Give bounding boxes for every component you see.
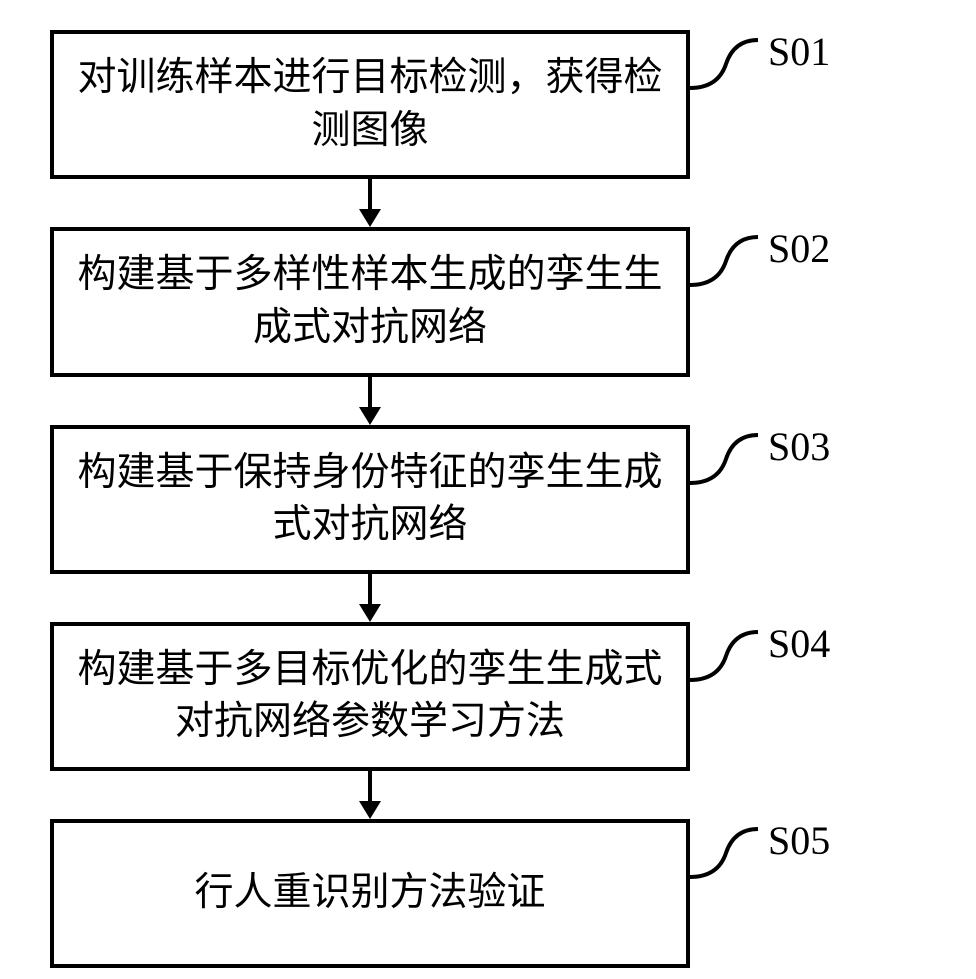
connector-curve-icon [690,233,760,288]
step-label: S05 [768,817,830,864]
step-label: S02 [768,225,830,272]
step-row: 构建基于保持身份特征的孪生生成式对抗网络 S03 [50,425,926,574]
step-row: 行人重识别方法验证 S05 [50,819,926,968]
connector-curve-icon [690,36,760,91]
arrow-down-icon [355,377,385,425]
arrow-connector [50,574,690,622]
label-connector: S02 [690,233,830,288]
arrow-connector [50,179,690,227]
step-text: 行人重识别方法验证 [194,867,545,920]
label-connector: S01 [690,36,830,91]
arrow-connector [50,771,690,819]
step-row: 构建基于多样性样本生成的孪生生成式对抗网络 S02 [50,227,926,376]
connector-curve-icon [690,628,760,683]
step-box-3: 构建基于保持身份特征的孪生生成式对抗网络 [50,425,690,574]
label-connector: S03 [690,431,830,486]
step-box-2: 构建基于多样性样本生成的孪生生成式对抗网络 [50,227,690,376]
connector-curve-icon [690,431,760,486]
step-text: 构建基于保持身份特征的孪生生成式对抗网络 [74,447,666,552]
connector-curve-icon [690,825,760,880]
arrow-down-icon [355,179,385,227]
label-connector: S05 [690,825,830,880]
flowchart-container: 对训练样本进行目标检测，获得检测图像 S01 构建基于多样性样本生成的孪生生成式… [50,30,926,968]
step-label: S01 [768,28,830,75]
step-box-5: 行人重识别方法验证 [50,819,690,968]
step-text: 对训练样本进行目标检测，获得检测图像 [74,52,666,157]
step-row: 构建基于多目标优化的孪生生成式对抗网络参数学习方法 S04 [50,622,926,771]
step-box-1: 对训练样本进行目标检测，获得检测图像 [50,30,690,179]
step-row: 对训练样本进行目标检测，获得检测图像 S01 [50,30,926,179]
step-box-4: 构建基于多目标优化的孪生生成式对抗网络参数学习方法 [50,622,690,771]
step-label: S04 [768,620,830,667]
step-text: 构建基于多目标优化的孪生生成式对抗网络参数学习方法 [74,644,666,749]
label-connector: S04 [690,628,830,683]
step-text: 构建基于多样性样本生成的孪生生成式对抗网络 [74,249,666,354]
arrow-down-icon [355,771,385,819]
arrow-down-icon [355,574,385,622]
arrow-connector [50,377,690,425]
step-label: S03 [768,423,830,470]
